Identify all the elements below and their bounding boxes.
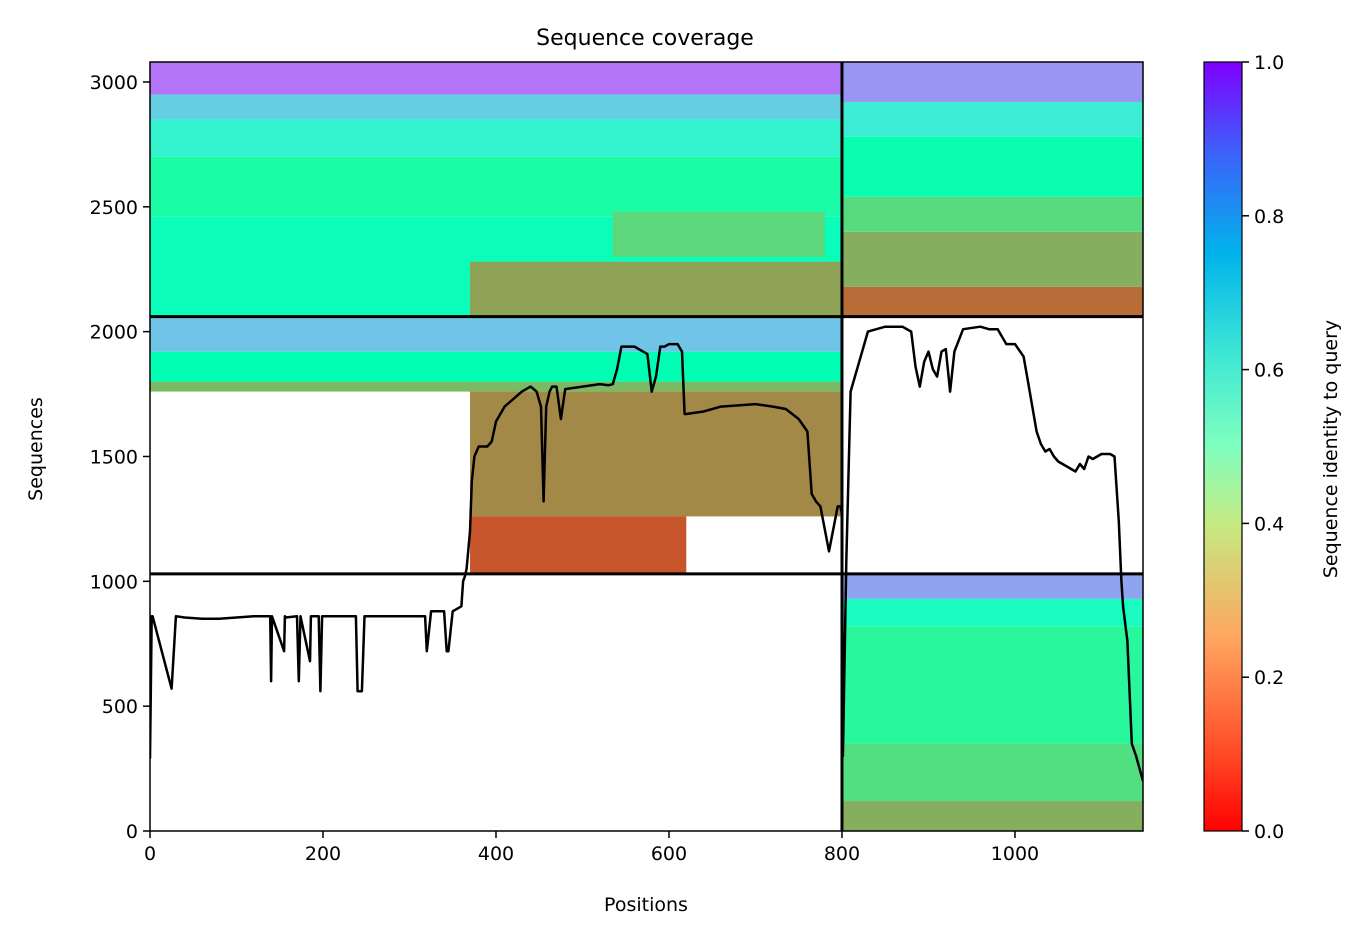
coverage-block [841,573,1143,599]
coverage-block [841,101,1143,137]
colorbar-ticks: 0.0 0.2 0.4 0.6 0.8 1.0 [1242,52,1284,843]
colorbar-tick-label: 0.4 [1254,513,1284,535]
coverage-heatmap [150,62,1143,831]
x-tick-label: 600 [651,843,687,865]
y-tick-label: 3000 [90,72,138,94]
x-tick-label: 1000 [991,843,1039,865]
coverage-block [841,598,1143,627]
coverage-block [841,801,1143,831]
coverage-line-layer [150,325,1143,782]
y-tick-label: 2500 [90,197,138,219]
x-tick-label: 0 [144,843,156,865]
coverage-block [841,286,1143,317]
coverage-block [150,351,842,382]
coverage-block [470,516,687,574]
coverage-block [150,94,842,120]
colorbar [1203,61,1243,832]
x-axis-ticks: 0 200 400 600 800 1000 [144,831,1039,865]
y-tick-label: 500 [102,696,138,718]
coverage-block [150,381,842,392]
coverage-block [150,119,842,157]
colorbar-tick-label: 0.6 [1254,360,1284,382]
coverage-block [841,231,1143,287]
x-tick-label: 400 [478,843,514,865]
y-tick-label: 2000 [90,322,138,344]
y-tick-label: 1500 [90,446,138,468]
x-tick-label: 200 [305,843,341,865]
coverage-block [470,391,842,517]
y-axis-ticks: 0 500 1000 1500 2000 2500 3000 [90,72,150,843]
coverage-block [841,196,1143,232]
coverage-block [841,62,1143,102]
colorbar-tick-label: 0.2 [1254,667,1284,689]
y-axis-label: Sequences [25,397,47,501]
coverage-block [841,743,1143,802]
x-tick-label: 800 [824,843,860,865]
coverage-block [841,626,1143,744]
colorbar-tick-label: 0.8 [1254,206,1284,228]
chart-title: Sequence coverage [536,26,754,51]
coverage-block [150,316,842,352]
y-tick-label: 0 [126,821,138,843]
y-tick-label: 1000 [90,571,138,593]
coverage-block [612,211,825,257]
colorbar-tick-label: 1.0 [1254,52,1284,74]
colorbar-tick-label: 0.0 [1254,821,1284,843]
coverage-block [150,62,842,95]
plot-frame [149,61,1144,832]
colorbar-label: Sequence identity to query [1320,320,1342,578]
coverage-block [841,136,1143,197]
coverage-line [150,325,1143,782]
x-axis-label: Positions [604,894,688,916]
coverage-block [470,261,842,317]
coverage-block [150,156,842,217]
